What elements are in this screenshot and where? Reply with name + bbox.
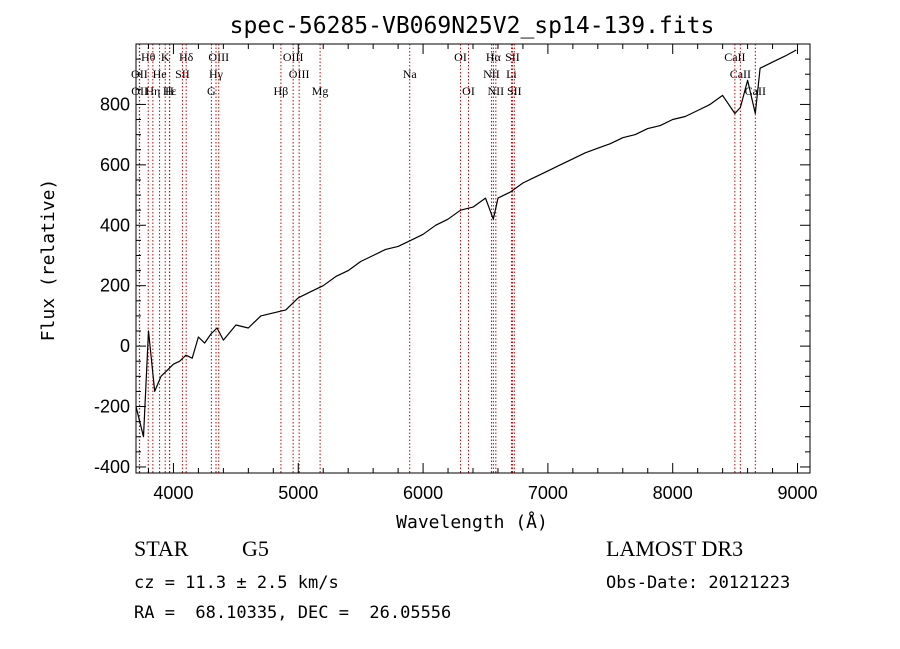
y-tick-label: -400 (94, 457, 130, 477)
observation-date: Obs-Date: 20121223 (606, 573, 791, 593)
chart-title: spec-56285-VB069N25V2_sp14-139.fits (230, 13, 715, 39)
plot-frame (135, 43, 811, 474)
line-label: Li (506, 67, 517, 81)
y-tick-label: 0 (120, 336, 130, 356)
line-label: NII (483, 67, 500, 81)
y-tick-label: -200 (94, 397, 130, 417)
line-label: Hη (145, 84, 160, 98)
line-label: SII (505, 50, 520, 64)
line-label: Hγ (209, 67, 224, 81)
ra-dec-readout: RA = 68.10335, DEC = 26.05556 (134, 603, 452, 623)
y-tick-label: 800 (100, 94, 130, 114)
line-label: G (207, 84, 216, 98)
line-label: K (161, 50, 170, 64)
line-label: OII (131, 84, 148, 98)
line-label: Hε (163, 84, 177, 98)
object-class: STAR (134, 536, 189, 561)
line-label: CaII (724, 50, 745, 64)
x-tick-label: 7000 (528, 483, 568, 503)
line-label: SII (507, 84, 522, 98)
x-tick-label: 5000 (278, 483, 318, 503)
x-axis: 4000 5000 6000 7000 8000 9000 (147, 44, 818, 503)
line-label: Mg (312, 84, 329, 98)
object-subclass: G5 (242, 536, 269, 561)
line-label: OIII (283, 50, 304, 64)
survey-name: LAMOST DR3 (606, 536, 744, 561)
spectrum-chart: spec-56285-VB069N25V2_sp14-139.fits Hθ K H… (38, 13, 818, 533)
line-label: CaII (730, 67, 751, 81)
line-label: OIII (289, 67, 310, 81)
line-label: OIII (208, 50, 229, 64)
x-axis-label: Wavelength (Å) (396, 511, 548, 533)
line-label: Hδ (179, 50, 194, 64)
y-tick-label: 200 (100, 276, 130, 296)
y-tick-label: 400 (100, 215, 130, 235)
spectrum-layer (135, 49, 797, 438)
line-label: Hθ (141, 50, 156, 64)
spectrum-line (135, 49, 797, 438)
line-label: CaII (745, 84, 766, 98)
line-label: Hα (486, 50, 502, 64)
line-label: He (153, 67, 167, 81)
line-label: SII (175, 67, 190, 81)
line-label: H (165, 84, 174, 98)
y-axis-label: Flux (relative) (38, 179, 59, 342)
redshift-readout: cz = 11.3 ± 2.5 km/s (134, 573, 339, 593)
x-tick-label: 8000 (653, 483, 693, 503)
x-tick-label: 9000 (777, 483, 817, 503)
line-label: OI (454, 50, 467, 64)
line-label: NII (488, 84, 505, 98)
y-axis: -400 -200 0 200 400 600 800 (94, 58, 810, 477)
line-label: Hβ (274, 84, 289, 98)
line-label: Na (403, 67, 418, 81)
x-tick-label: 6000 (403, 483, 443, 503)
y-tick-label: 600 (100, 155, 130, 175)
x-tick-label: 4000 (153, 483, 193, 503)
line-label: OI (462, 84, 475, 98)
